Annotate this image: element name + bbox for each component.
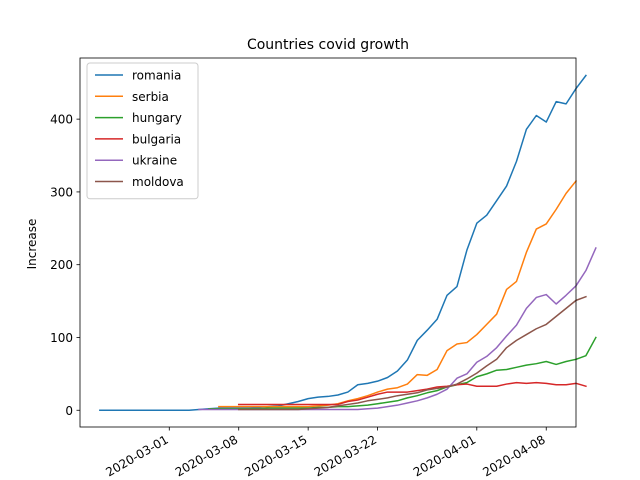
y-tick-label: 0 <box>65 404 73 418</box>
legend-label-hungary: hungary <box>132 111 182 125</box>
series-line-moldova <box>237 295 587 411</box>
y-tick-label: 100 <box>50 331 73 345</box>
y-tick-label: 400 <box>50 113 73 127</box>
legend-label-moldova: moldova <box>132 175 184 189</box>
legend-label-ukraine: ukraine <box>132 154 177 168</box>
legend-label-serbia: serbia <box>132 90 169 104</box>
series-line-hungary <box>208 336 597 410</box>
series-line-bulgaria <box>237 381 587 406</box>
axes-frame <box>79 57 577 428</box>
series-line-romania <box>99 74 587 412</box>
y-axis-label: Increase <box>25 219 39 270</box>
y-tick-label: 200 <box>50 258 73 272</box>
legend-label-romania: romania <box>132 69 181 83</box>
chart-title: Countries covid growth <box>247 37 409 53</box>
y-tick-label: 300 <box>50 185 73 199</box>
series-line-serbia <box>218 179 578 408</box>
legend-label-bulgaria: bulgaria <box>132 132 181 146</box>
